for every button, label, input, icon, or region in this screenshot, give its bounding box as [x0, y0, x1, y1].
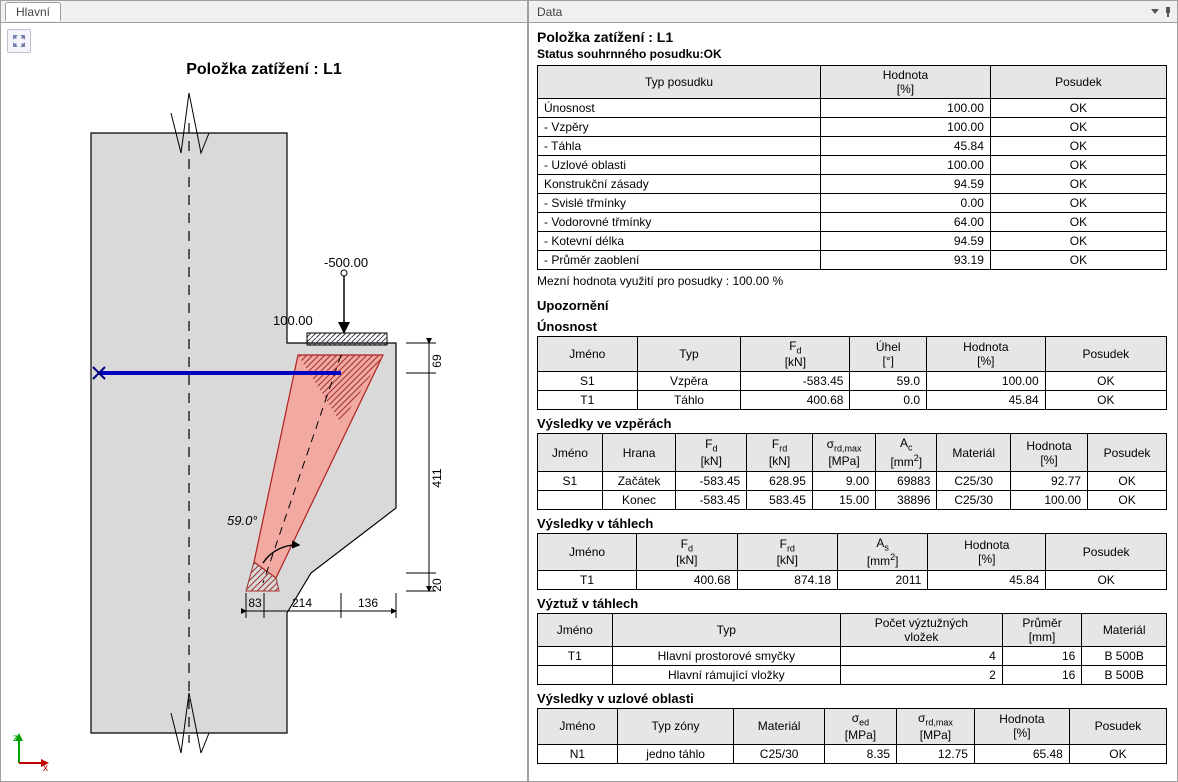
table-row: - Táhla45.84OK	[538, 137, 1167, 156]
table-row: Konec-583.45583.4515.0038896C25/30100.00…	[538, 490, 1167, 509]
table-row: - Kotevní délka94.59OK	[538, 232, 1167, 251]
svg-text:59.0°: 59.0°	[227, 513, 258, 528]
svg-text:z: z	[13, 733, 18, 744]
left-tabbar: Hlavní	[1, 1, 527, 23]
table-row: - Průměr zaoblení93.19OK	[538, 251, 1167, 270]
tab-main[interactable]: Hlavní	[5, 2, 61, 21]
table-row: Konstrukční zásady94.59OK	[538, 175, 1167, 194]
data-panel-label: Data	[533, 5, 566, 19]
diagram-svg: -500.00 100.00 59.0° 69 411 20	[41, 93, 501, 753]
table-row: - Vzpěry100.00OK	[538, 118, 1167, 137]
svg-text:x: x	[43, 763, 48, 771]
table-row: T1Táhlo400.680.045.84OK	[538, 391, 1167, 410]
left-panel: Hlavní Položka zatížení : L1	[0, 0, 528, 782]
struts-table: JménoHranaFd[kN]Frd[kN] σrd,max[MPa]Ac[m…	[537, 433, 1167, 509]
svg-text:20: 20	[430, 578, 444, 592]
nodes-table: JménoTyp zónyMateriál σed[MPa]σrd,max[MP…	[537, 708, 1167, 763]
data-title: Položka zatížení : L1	[537, 29, 1167, 45]
table-row: Únosnost100.00OK	[538, 99, 1167, 118]
svg-text:100.00: 100.00	[273, 313, 313, 328]
table-row: N1jedno táhloC25/308.3512.7565.48OK	[538, 744, 1167, 763]
status-line: Status souhrnného posudku:OK	[537, 47, 1167, 61]
diagram-title: Položka zatížení : L1	[1, 61, 527, 79]
capacity-header: Únosnost	[537, 319, 1167, 334]
table-row: S1Začátek-583.45628.959.0069883C25/3092.…	[538, 471, 1167, 490]
ties-header: Výsledky v táhlech	[537, 516, 1167, 531]
table-row: - Svislé třmínky0.00OK	[538, 194, 1167, 213]
right-tabbar: Data	[529, 1, 1177, 23]
axes-gizmo: z x	[11, 731, 51, 771]
warn-header: Upozornění	[537, 298, 1167, 313]
ties-table: JménoFd[kN]Frd[kN] As[mm2]Hodnota[%]Posu…	[537, 533, 1167, 590]
canvas[interactable]: Položka zatížení : L1	[1, 23, 527, 781]
rebar-table: JménoTypPočet výztužnýchvložekPrůměr[mm]…	[537, 613, 1167, 685]
rebar-header: Výztuž v táhlech	[537, 596, 1167, 611]
dropdown-icon[interactable]	[1151, 9, 1159, 14]
svg-text:69: 69	[430, 354, 444, 368]
svg-text:136: 136	[358, 596, 378, 610]
right-panel: Data Položka zatížení : L1 Status souhrn…	[528, 0, 1178, 782]
struts-header: Výsledky ve vzpěrách	[537, 416, 1167, 431]
svg-text:83: 83	[248, 596, 262, 610]
nodes-header: Výsledky v uzlové oblasti	[537, 691, 1167, 706]
limit-note: Mezní hodnota využití pro posudky : 100.…	[537, 274, 1167, 288]
summary-table: Typ posudku Hodnota[%] Posudek Únosnost1…	[537, 65, 1167, 270]
svg-text:411: 411	[430, 468, 444, 487]
table-row: T1Hlavní prostorové smyčky416B 500B	[538, 647, 1167, 666]
table-row: - Vodorovné třmínky64.00OK	[538, 213, 1167, 232]
data-scroll-area[interactable]: Položka zatížení : L1 Status souhrnného …	[529, 23, 1177, 781]
concrete-outline	[91, 133, 396, 733]
fullscreen-button[interactable]	[7, 29, 31, 53]
table-row: - Uzlové oblasti100.00OK	[538, 156, 1167, 175]
svg-text:-500.00: -500.00	[324, 255, 368, 270]
pin-icon[interactable]	[1163, 7, 1173, 17]
table-row: Hlavní rámující vložky216B 500B	[538, 666, 1167, 685]
table-row: S1Vzpěra-583.4559.0100.00OK	[538, 372, 1167, 391]
capacity-table: JménoTypFd[kN]Úhel[°]Hodnota[%]Posudek S…	[537, 336, 1167, 410]
table-row: T1400.68874.18201145.84OK	[538, 571, 1167, 590]
svg-text:214: 214	[292, 596, 312, 610]
